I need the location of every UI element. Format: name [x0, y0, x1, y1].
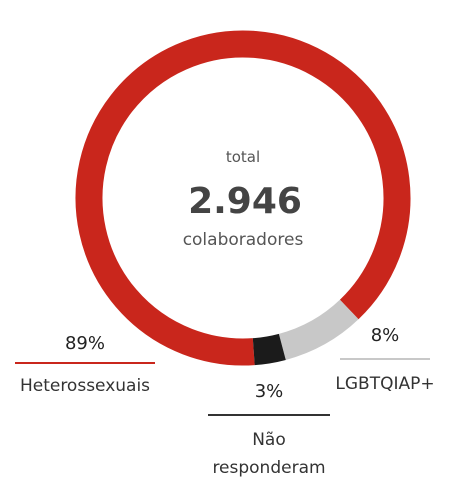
- legend-label: Heterossexuais: [19, 376, 151, 396]
- legend-rule: [340, 358, 430, 360]
- value-label: 89%: [64, 333, 105, 354]
- donut-segment: [252, 333, 286, 366]
- center-caption: total: [226, 148, 260, 166]
- legend-label: LGBTQIAP+: [335, 374, 435, 394]
- legend-label: Não responderam: [212, 430, 326, 478]
- center-caption: colaboradores: [183, 230, 304, 250]
- legend-rule: [208, 414, 330, 416]
- value-label: 3%: [254, 381, 284, 402]
- center-total: 2.946: [188, 181, 302, 222]
- donut-segment: [278, 299, 359, 360]
- legend-rule: [15, 362, 155, 364]
- value-label: 8%: [370, 325, 400, 346]
- donut-segment: [75, 30, 411, 366]
